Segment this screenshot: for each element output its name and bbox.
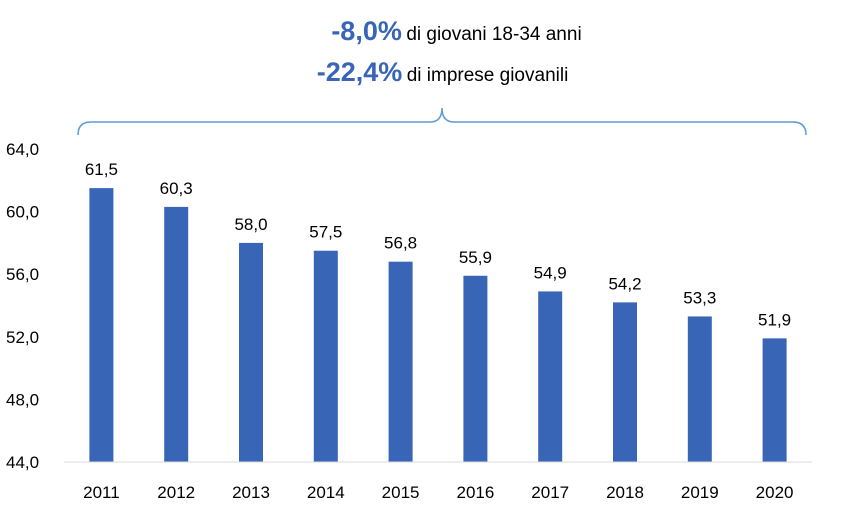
bar (313, 250, 338, 462)
x-tick-label: 2012 (157, 483, 195, 502)
data-label: 51,9 (758, 310, 791, 329)
y-tick-label: 60,0 (6, 203, 39, 222)
annotation-young-people-text: di giovani 18-34 anni (406, 24, 582, 45)
x-tick-label: 2018 (606, 483, 644, 502)
data-label: 58,0 (234, 215, 267, 234)
bar (687, 316, 712, 462)
curly-brace (77, 107, 807, 136)
annotation-young-people-value: -8,0% (331, 16, 402, 46)
data-label: 53,3 (683, 288, 716, 307)
x-tick-label: 2017 (531, 483, 569, 502)
x-tick-label: 2011 (83, 483, 120, 502)
y-tick-label: 48,0 (6, 390, 39, 409)
x-tick-label: 2019 (681, 483, 719, 502)
bar (762, 338, 787, 462)
annotation-young-enterprises: -22,4% di imprese giovanili (0, 57, 843, 88)
annotation-young-people: -8,0% di giovani 18-34 anni (0, 16, 843, 47)
bar (89, 188, 114, 462)
data-label: 54,2 (608, 274, 641, 293)
annotation-young-enterprises-text: di imprese giovanili (406, 65, 569, 86)
bar (239, 242, 263, 462)
bar (388, 261, 413, 462)
y-axis-ticks: 44,0 48,0 52,0 56,0 60,0 64,0 (6, 140, 39, 472)
bar (463, 275, 488, 462)
x-axis-ticks: 2011 2012 2013 2014 2015 2016 2017 2018 2019 2020 (83, 483, 793, 502)
data-label: 60,3 (160, 179, 193, 198)
bars (89, 188, 787, 462)
bar (164, 206, 189, 462)
x-tick-label: 2016 (456, 483, 494, 502)
data-labels: 61,5 60,3 58,0 57,5 56,8 55,9 54,9 54,2 53,3 51,9 (85, 160, 791, 329)
x-tick-label: 2014 (307, 483, 345, 502)
annotation-young-enterprises-value: -22,4% (316, 57, 403, 87)
bar (538, 291, 563, 462)
x-tick-label: 2015 (382, 483, 420, 502)
y-tick-label: 52,0 (6, 328, 39, 347)
data-label: 54,9 (534, 263, 567, 282)
x-tick-label: 2013 (232, 483, 270, 502)
data-label: 57,5 (309, 223, 342, 242)
y-tick-label: 56,0 (6, 265, 39, 284)
bar (613, 302, 637, 462)
y-tick-label: 44,0 (6, 453, 39, 472)
y-tick-label: 64,0 (6, 140, 39, 159)
data-label: 61,5 (85, 160, 118, 179)
data-label: 56,8 (384, 234, 417, 253)
data-label: 55,9 (459, 248, 492, 267)
x-tick-label: 2020 (756, 483, 794, 502)
